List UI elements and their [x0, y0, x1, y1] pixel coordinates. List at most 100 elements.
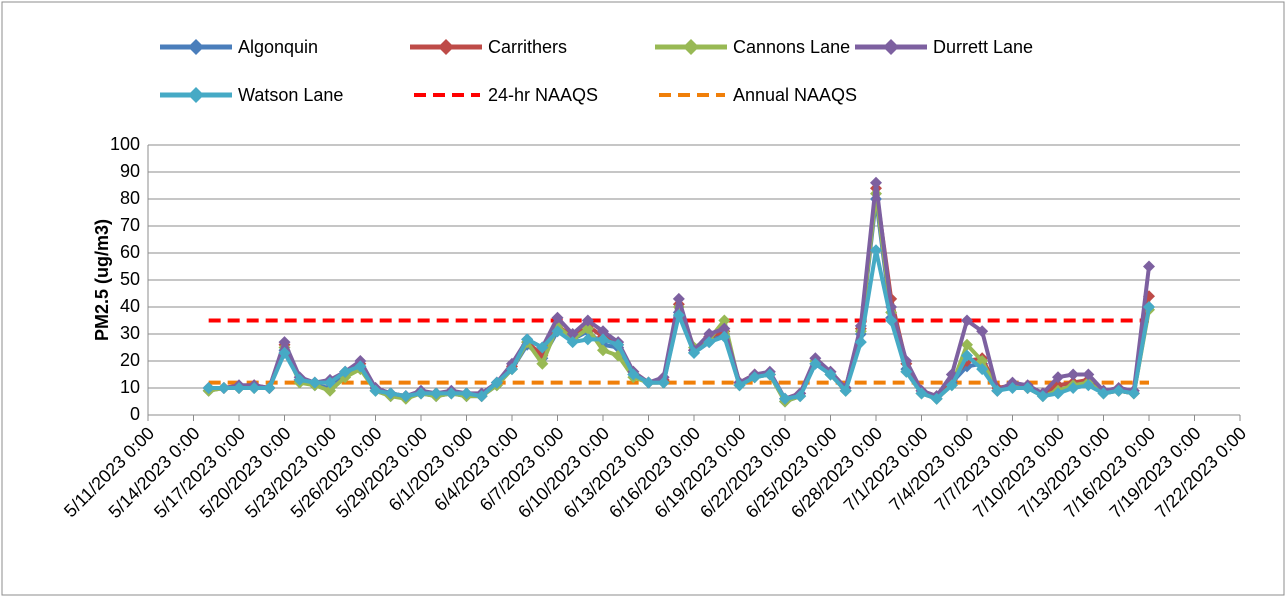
- marker: [703, 336, 716, 349]
- marker: [976, 363, 989, 376]
- legend-label: Durrett Lane: [933, 37, 1033, 57]
- marker: [1067, 382, 1080, 394]
- marker: [490, 376, 503, 389]
- y-tick-label: 10: [120, 377, 140, 397]
- marker: [991, 384, 1004, 397]
- marker: [597, 325, 609, 338]
- marker: [324, 384, 336, 397]
- marker: [642, 376, 655, 389]
- marker: [1112, 384, 1125, 397]
- marker: [551, 325, 564, 338]
- marker: [597, 344, 609, 357]
- marker: [293, 373, 306, 386]
- y-tick-label: 70: [120, 215, 140, 235]
- legend-label: Annual NAAQS: [733, 85, 857, 105]
- marker: [278, 346, 291, 359]
- marker: [551, 311, 564, 324]
- marker: [399, 390, 412, 403]
- y-tick-label: 50: [120, 269, 140, 289]
- legend-item: Watson Lane: [160, 85, 343, 105]
- marker: [566, 328, 579, 340]
- marker: [1021, 382, 1034, 394]
- marker: [672, 309, 685, 322]
- marker: [672, 292, 685, 305]
- legend-label: Cannons Lane: [733, 37, 850, 57]
- marker: [202, 382, 215, 394]
- y-axis-label: PM2.5 (ug/m3): [92, 219, 112, 341]
- marker: [854, 336, 867, 349]
- y-tick-label: 80: [120, 188, 140, 208]
- marker: [308, 376, 321, 389]
- marker: [688, 346, 700, 359]
- marker: [354, 360, 367, 373]
- marker: [718, 314, 731, 327]
- marker: [794, 390, 807, 403]
- marker: [1127, 387, 1140, 400]
- legend-marker: [188, 87, 204, 103]
- y-tick-label: 0: [130, 404, 140, 424]
- marker: [1067, 368, 1080, 381]
- marker: [1052, 371, 1064, 384]
- marker: [445, 387, 458, 400]
- marker: [945, 379, 958, 392]
- legend-marker: [683, 39, 699, 55]
- legend-item: Cannons Lane: [655, 37, 850, 57]
- marker: [1052, 387, 1064, 400]
- legend-item: 24-hr NAAQS: [414, 85, 598, 105]
- marker: [703, 328, 716, 340]
- marker: [324, 376, 336, 389]
- legend-item: Carrithers: [410, 37, 567, 57]
- legend-marker: [883, 39, 899, 55]
- marker: [779, 392, 791, 405]
- marker: [1143, 301, 1155, 313]
- marker: [1082, 379, 1095, 392]
- marker: [961, 314, 973, 327]
- marker: [1097, 387, 1110, 400]
- legend-label: Carrithers: [488, 37, 567, 57]
- marker: [384, 387, 397, 400]
- y-tick-label: 30: [120, 323, 140, 343]
- marker: [536, 357, 549, 370]
- legend-label: Watson Lane: [238, 85, 343, 105]
- marker: [369, 384, 382, 397]
- marker: [627, 368, 640, 381]
- marker: [597, 333, 609, 346]
- marker: [460, 387, 473, 400]
- marker: [506, 363, 518, 376]
- legend-item: Annual NAAQS: [659, 85, 857, 105]
- marker: [870, 244, 882, 257]
- marker: [839, 384, 852, 397]
- marker: [263, 382, 276, 394]
- marker: [930, 392, 943, 405]
- y-tick-label: 90: [120, 161, 140, 181]
- marker: [248, 382, 261, 394]
- legend-marker: [438, 39, 454, 55]
- y-tick-label: 40: [120, 296, 140, 316]
- marker: [581, 333, 594, 346]
- marker: [233, 382, 245, 394]
- marker: [430, 387, 443, 400]
- marker: [748, 371, 761, 384]
- marker: [900, 365, 913, 378]
- marker: [1082, 368, 1095, 381]
- marker: [961, 338, 973, 351]
- marker: [657, 376, 670, 389]
- marker: [1036, 390, 1049, 403]
- marker: [718, 330, 731, 343]
- marker: [824, 368, 837, 381]
- legend-item: Durrett Lane: [855, 37, 1033, 57]
- legend-label: Algonquin: [238, 37, 318, 57]
- marker: [217, 382, 230, 394]
- marker: [339, 365, 352, 378]
- legend-label: 24-hr NAAQS: [488, 85, 598, 105]
- marker: [415, 387, 427, 400]
- legend-item: Algonquin: [160, 37, 318, 57]
- marker: [885, 314, 898, 327]
- legend-marker: [188, 39, 204, 55]
- marker: [581, 314, 594, 327]
- marker: [566, 336, 579, 349]
- y-tick-label: 20: [120, 350, 140, 370]
- marker: [733, 379, 746, 392]
